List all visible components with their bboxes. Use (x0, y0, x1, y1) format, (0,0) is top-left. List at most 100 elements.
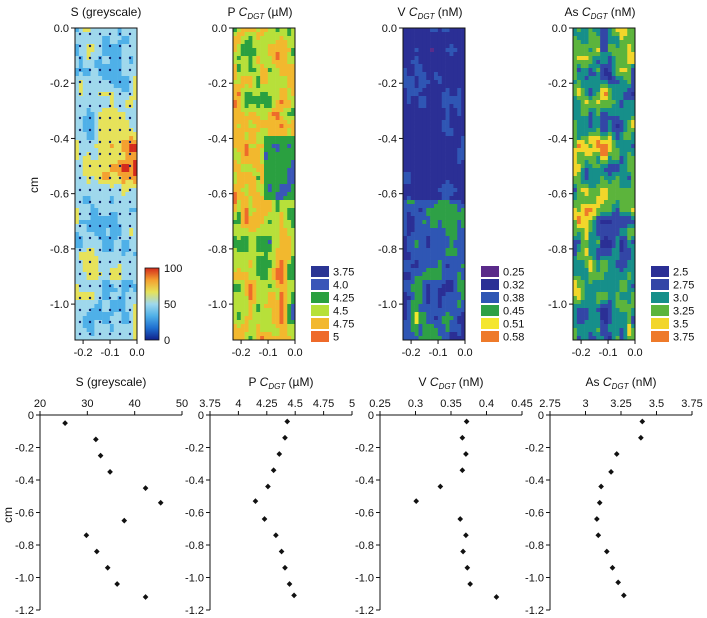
heatmap-cell (430, 124, 435, 129)
heatmap-cell (121, 96, 126, 101)
heatmap-cell (623, 96, 628, 101)
heatmap-cell (117, 204, 122, 209)
heatmap-cell (418, 108, 423, 113)
heatmap-cell (449, 36, 454, 41)
heatmap-cell (596, 108, 601, 113)
heatmap-cell (410, 264, 415, 269)
heatmap-cell (584, 120, 589, 125)
heatmap-cell (406, 228, 412, 233)
sample-dot (108, 248, 112, 252)
heatmap-cell (75, 40, 80, 45)
heatmap-cell (410, 236, 415, 241)
sample-dot (118, 200, 122, 204)
heatmap-cell (240, 232, 245, 237)
heatmap-cell (596, 268, 601, 273)
heatmap-cell (256, 324, 261, 329)
heatmap-cell (283, 324, 288, 329)
heatmap-cell (94, 76, 99, 81)
heatmap-cell (125, 124, 130, 129)
heatmap-cell (98, 304, 103, 309)
colorbar-tick-label: 0 (164, 335, 170, 347)
heatmap-cell (430, 308, 435, 313)
heatmap-cell (403, 300, 408, 305)
heatmap-cell (260, 160, 265, 165)
heatmap-cell (449, 136, 454, 141)
heatmap-cell (129, 156, 134, 161)
heatmap-cell (403, 164, 408, 169)
heatmap-cell (426, 120, 431, 125)
heatmap-cell (287, 112, 292, 117)
heatmap-cell (430, 88, 435, 93)
heatmap-cell (129, 36, 134, 41)
heatmap-cell (109, 300, 115, 305)
heatmap-cell (90, 276, 95, 281)
heatmap-cell (248, 136, 253, 141)
heatmap-cell (619, 44, 624, 49)
heatmap-cell (252, 124, 257, 129)
heatmap-cell (109, 52, 115, 57)
heatmap-cell (406, 76, 412, 81)
y-tick-label: -0.8 (208, 244, 227, 256)
heatmap-cell (627, 32, 632, 37)
heatmap-cell (129, 80, 134, 85)
heatmap-cell (631, 176, 636, 181)
legend-label: 5 (333, 332, 339, 344)
heatmap-cell (611, 92, 616, 97)
heatmap-cell (287, 316, 292, 321)
heatmap-cell (596, 120, 601, 125)
sample-dot (128, 116, 132, 120)
heatmap-cell (279, 272, 284, 277)
heatmap-cell (271, 96, 276, 101)
heatmap-cell (125, 236, 130, 241)
heatmap-cell (449, 148, 454, 153)
heatmap-cell (607, 168, 613, 173)
heatmap-cell (86, 320, 91, 325)
heatmap-cell (418, 60, 423, 65)
heatmap-cell (291, 208, 296, 213)
heatmap-cell (445, 284, 450, 289)
heatmap-cell (445, 204, 450, 209)
heatmap-cell (584, 136, 589, 141)
heatmap-cell (267, 316, 273, 321)
heatmap-cell (279, 56, 284, 61)
heatmap-panel: 0.0-0.2-0.4-0.6-0.8-1.0-0.2 -0.1 0.02.52.7… (548, 23, 694, 359)
legend-label: 0.32 (503, 280, 524, 292)
heatmap-cell (573, 80, 578, 85)
heatmap-cell (98, 48, 103, 53)
heatmap-cell (233, 80, 238, 85)
heatmap-cell (283, 108, 288, 113)
heatmap-cell (410, 136, 415, 141)
heatmap-cell (233, 184, 238, 189)
heatmap-cell (252, 308, 257, 313)
heatmap-cell (403, 136, 408, 141)
heatmap-cell (102, 300, 107, 305)
heatmap-cell (94, 312, 99, 317)
heatmap-cell (584, 160, 589, 165)
heatmap-cell (271, 44, 276, 49)
heatmap-cell (414, 112, 419, 117)
sample-dot (108, 332, 112, 336)
heatmap-cell (283, 68, 288, 73)
heatmap-cell (129, 76, 134, 81)
heatmap-cell (414, 320, 419, 325)
heatmap-cell (414, 268, 419, 273)
heatmap-cell (406, 36, 412, 41)
heatmap-cell (406, 268, 412, 273)
heatmap-cell (604, 256, 609, 261)
heatmap-cell (248, 172, 253, 177)
heatmap-cell (287, 204, 292, 209)
heatmap-cell (125, 228, 130, 233)
heatmap-cell (631, 120, 636, 125)
heatmap-cell (449, 276, 454, 281)
heatmap-cell (631, 68, 636, 73)
heatmap-cell (129, 308, 134, 313)
heatmap-cell (267, 72, 273, 77)
heatmap-cell (461, 264, 466, 269)
heatmap-cell (264, 56, 269, 61)
heatmap-cell (248, 272, 253, 277)
heatmap-cell (264, 252, 269, 257)
heatmap-cell (604, 244, 609, 249)
heatmap-cell (82, 176, 87, 181)
heatmap-cell (86, 40, 91, 45)
